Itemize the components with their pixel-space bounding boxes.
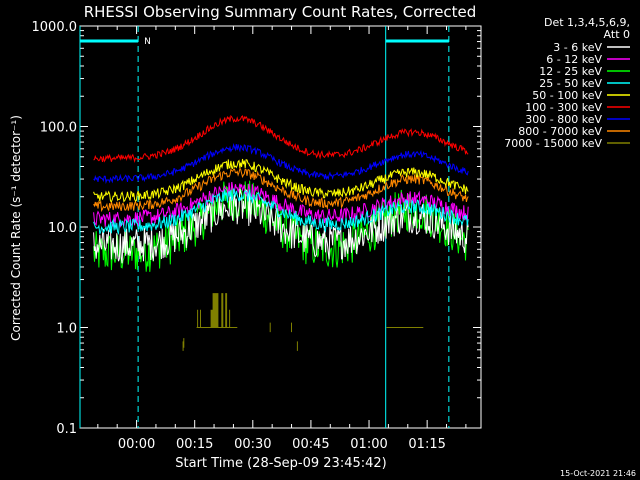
- legend-header-line-2: Att 0: [604, 28, 630, 41]
- series-line-3to6keV: [93, 188, 469, 264]
- x-tick-label: 01:00: [350, 437, 387, 452]
- y-tick-label: 100.0: [40, 121, 77, 136]
- x-tick-label: 00:15: [176, 437, 213, 452]
- chart-title: RHESSI Observing Summary Count Rates, Co…: [84, 3, 477, 21]
- x-tick-label: 00:00: [118, 437, 155, 452]
- legend-label: 25 - 50 keV: [539, 77, 602, 90]
- x-axis-label: Start Time (28-Sep-09 23:45:42): [175, 456, 386, 471]
- y-tick-label: 10.0: [48, 221, 77, 236]
- y-tick-label: 1.0: [56, 322, 77, 337]
- footer-date: 15-Oct-2021 21:46: [560, 469, 636, 478]
- y-axis-label: Corrected Count Rate (s⁻¹ detector⁻¹): [9, 115, 23, 341]
- series-line-25to50keV: [93, 188, 469, 235]
- series-line-50to100keV: [93, 158, 469, 203]
- legend-label: 3 - 6 keV: [553, 41, 602, 54]
- legend-label: 100 - 300 keV: [525, 101, 602, 114]
- series-line-7000to15000kev: [182, 293, 424, 351]
- series-line-100to300keV: [93, 114, 469, 163]
- y-tick-label: 1000.0: [32, 20, 78, 35]
- x-tick-label: 00:30: [234, 437, 271, 452]
- x-tick-label: 01:15: [408, 437, 445, 452]
- series-line-300to800keV: [93, 142, 469, 185]
- legend-header-line-1: Det 1,3,4,5,6,9,: [544, 16, 630, 29]
- legend-label: 300 - 800 keV: [525, 113, 602, 126]
- legend-label: 12 - 25 keV: [539, 65, 602, 78]
- legend-label: 800 - 7000 keV: [518, 125, 602, 138]
- series-line-800to7000keV: [93, 167, 469, 213]
- y-tick-label: 0.1: [56, 422, 77, 437]
- legend-label: 7000 - 15000 keV: [504, 137, 602, 150]
- x-tick-label: 00:45: [292, 437, 329, 452]
- legend-label: 50 - 100 keV: [532, 89, 602, 102]
- legend-label: 6 - 12 keV: [546, 53, 602, 66]
- night-marker-label: N: [144, 37, 151, 47]
